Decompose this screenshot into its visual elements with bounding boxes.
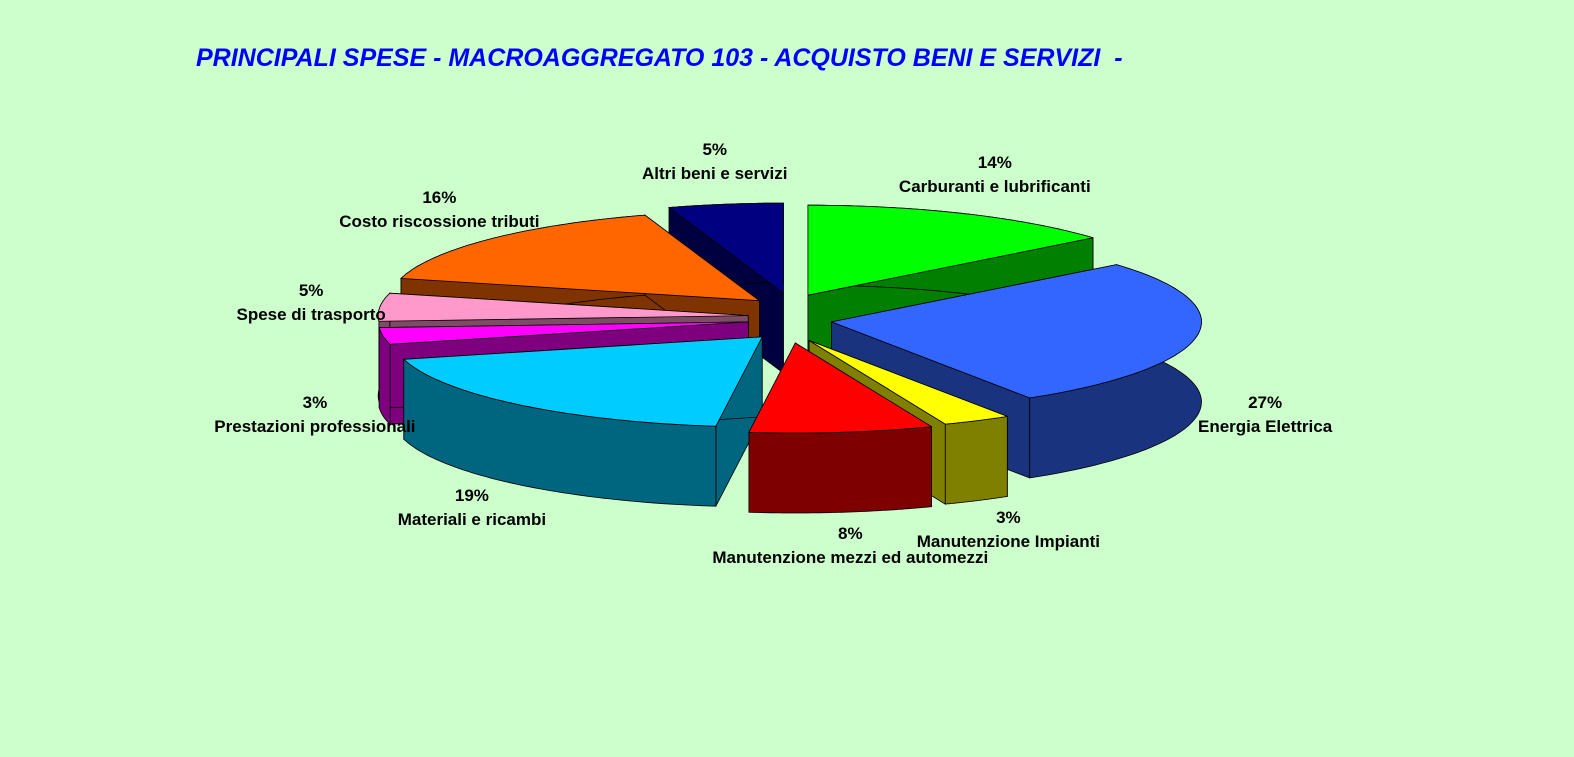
slice: [377, 292, 749, 322]
value-label: 16%: [422, 188, 457, 208]
slice: [830, 264, 1202, 399]
value-label: 5%: [702, 140, 728, 160]
category-label: Spese di trasporto: [236, 305, 386, 325]
value-label: 8%: [837, 524, 863, 544]
category-label: Altri beni e servizi: [642, 164, 788, 184]
category-label: Manutenzione mezzi ed automezzi: [712, 548, 989, 568]
slice: [402, 336, 763, 427]
category-label: Energia Elettrica: [1197, 416, 1333, 436]
value-label: 14%: [977, 153, 1012, 173]
value-label: 5%: [298, 281, 324, 301]
value-label: 19%: [454, 486, 489, 506]
slice: [808, 340, 1009, 425]
category-label: Materiali e ricambi: [397, 510, 547, 530]
category-label: Prestazioni professionali: [214, 416, 416, 436]
category-label: Costo riscossione tributi: [339, 212, 540, 232]
chart-title: PRINCIPALI SPESE - MACROAGGREGATO 103 - …: [196, 44, 1123, 72]
category-label: Carburanti e lubrificanti: [898, 177, 1091, 197]
slice-side: [748, 426, 932, 514]
value-label: 3%: [302, 392, 328, 412]
slice: [807, 204, 1094, 296]
slice: [667, 202, 784, 294]
value-label: 3%: [996, 508, 1021, 528]
slice-side: [944, 415, 1008, 505]
slice: [378, 321, 749, 345]
slice: [748, 342, 933, 434]
category-label: Manutenzione Impianti: [916, 532, 1100, 552]
value-label: 27%: [1248, 392, 1283, 412]
slice: [400, 214, 761, 302]
